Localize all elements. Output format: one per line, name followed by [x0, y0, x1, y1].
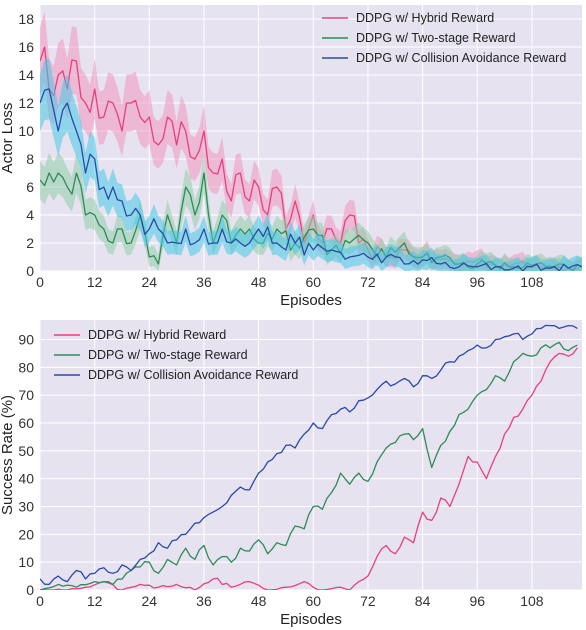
x-tick-label: 36 — [196, 274, 212, 290]
y-tick-label: 20 — [18, 526, 34, 542]
y-axis-label: Actor Loss — [0, 103, 16, 174]
y-tick-label: 10 — [18, 123, 34, 139]
x-tick-label: 84 — [415, 593, 431, 609]
legend-entry: DDPG w/ Hybrid Reward — [356, 11, 494, 25]
y-tick-label: 80 — [18, 359, 34, 375]
y-tick-label: 6 — [26, 179, 34, 195]
x-axis-label: Episodes — [280, 292, 342, 309]
legend-entry: DDPG w/ Two-stage Reward — [356, 31, 516, 45]
y-tick-label: 16 — [18, 39, 34, 55]
y-tick-label: 70 — [18, 387, 34, 403]
x-tick-label: 96 — [469, 593, 485, 609]
y-tick-label: 60 — [18, 415, 34, 431]
legend-entry: DDPG w/ Hybrid Reward — [88, 328, 226, 342]
series-line — [40, 88, 582, 271]
x-tick-label: 12 — [87, 593, 103, 609]
x-tick-label: 108 — [520, 274, 544, 290]
x-tick-label: 48 — [251, 593, 267, 609]
success-rate-chart: 0 12 24 36 48 60 72 84 96 108 0 10 20 30 40 50 60 70 80 90 E… — [0, 320, 582, 628]
series-line — [40, 324, 578, 586]
x-tick-label: 24 — [142, 274, 158, 290]
plot-area — [40, 320, 582, 590]
y-tick-label: 40 — [18, 471, 34, 487]
series-group — [40, 11, 582, 271]
x-tick-label: 72 — [360, 274, 376, 290]
x-axis-label: Episodes — [280, 611, 342, 628]
legend: DDPG w/ Hybrid Reward DDPG w/ Two-stage R… — [54, 328, 298, 382]
actor-loss-chart: 0 12 24 36 48 60 72 84 96 108024681012141618Episo… — [0, 5, 582, 309]
series-line — [40, 341, 578, 590]
y-tick-label: 10 — [18, 554, 34, 570]
y-tick-label: 50 — [18, 443, 34, 459]
y-tick-label: 4 — [26, 207, 34, 223]
x-tick-label: 48 — [251, 274, 267, 290]
legend-entry: DDPG w/ Collision Avoidance Reward — [356, 51, 566, 65]
y-tick-label: 18 — [18, 11, 34, 27]
y-axis-label: Success Rate (%) — [0, 395, 16, 515]
legend-entry: DDPG w/ Two-stage Reward — [88, 348, 248, 362]
x-tick-label: 36 — [196, 593, 212, 609]
legend: DDPG w/ Hybrid Reward DDPG w/ Two-stage R… — [322, 11, 566, 65]
x-tick-label: 60 — [305, 274, 321, 290]
x-tick-label: 0 — [36, 274, 44, 290]
series-group — [40, 324, 578, 590]
x-tick-label: 0 — [36, 593, 44, 609]
y-tick-label: 90 — [18, 331, 34, 347]
x-tick-label: 24 — [142, 593, 158, 609]
x-tick-label: 60 — [305, 593, 321, 609]
y-tick-label: 0 — [26, 263, 34, 279]
x-tick-label: 72 — [360, 593, 376, 609]
x-tick-label: 108 — [520, 593, 544, 609]
x-tick-label: 96 — [469, 274, 485, 290]
y-tick-label: 8 — [26, 151, 34, 167]
y-tick-label: 12 — [18, 95, 34, 111]
y-tick-label: 0 — [26, 582, 34, 598]
x-tick-label: 84 — [415, 274, 431, 290]
series-line — [40, 347, 578, 590]
y-tick-label: 30 — [18, 498, 34, 514]
legend-entry: DDPG w/ Collision Avoidance Reward — [88, 368, 298, 382]
y-tick-label: 14 — [18, 67, 34, 83]
x-tick-label: 12 — [87, 274, 103, 290]
y-tick-label: 2 — [26, 235, 34, 251]
